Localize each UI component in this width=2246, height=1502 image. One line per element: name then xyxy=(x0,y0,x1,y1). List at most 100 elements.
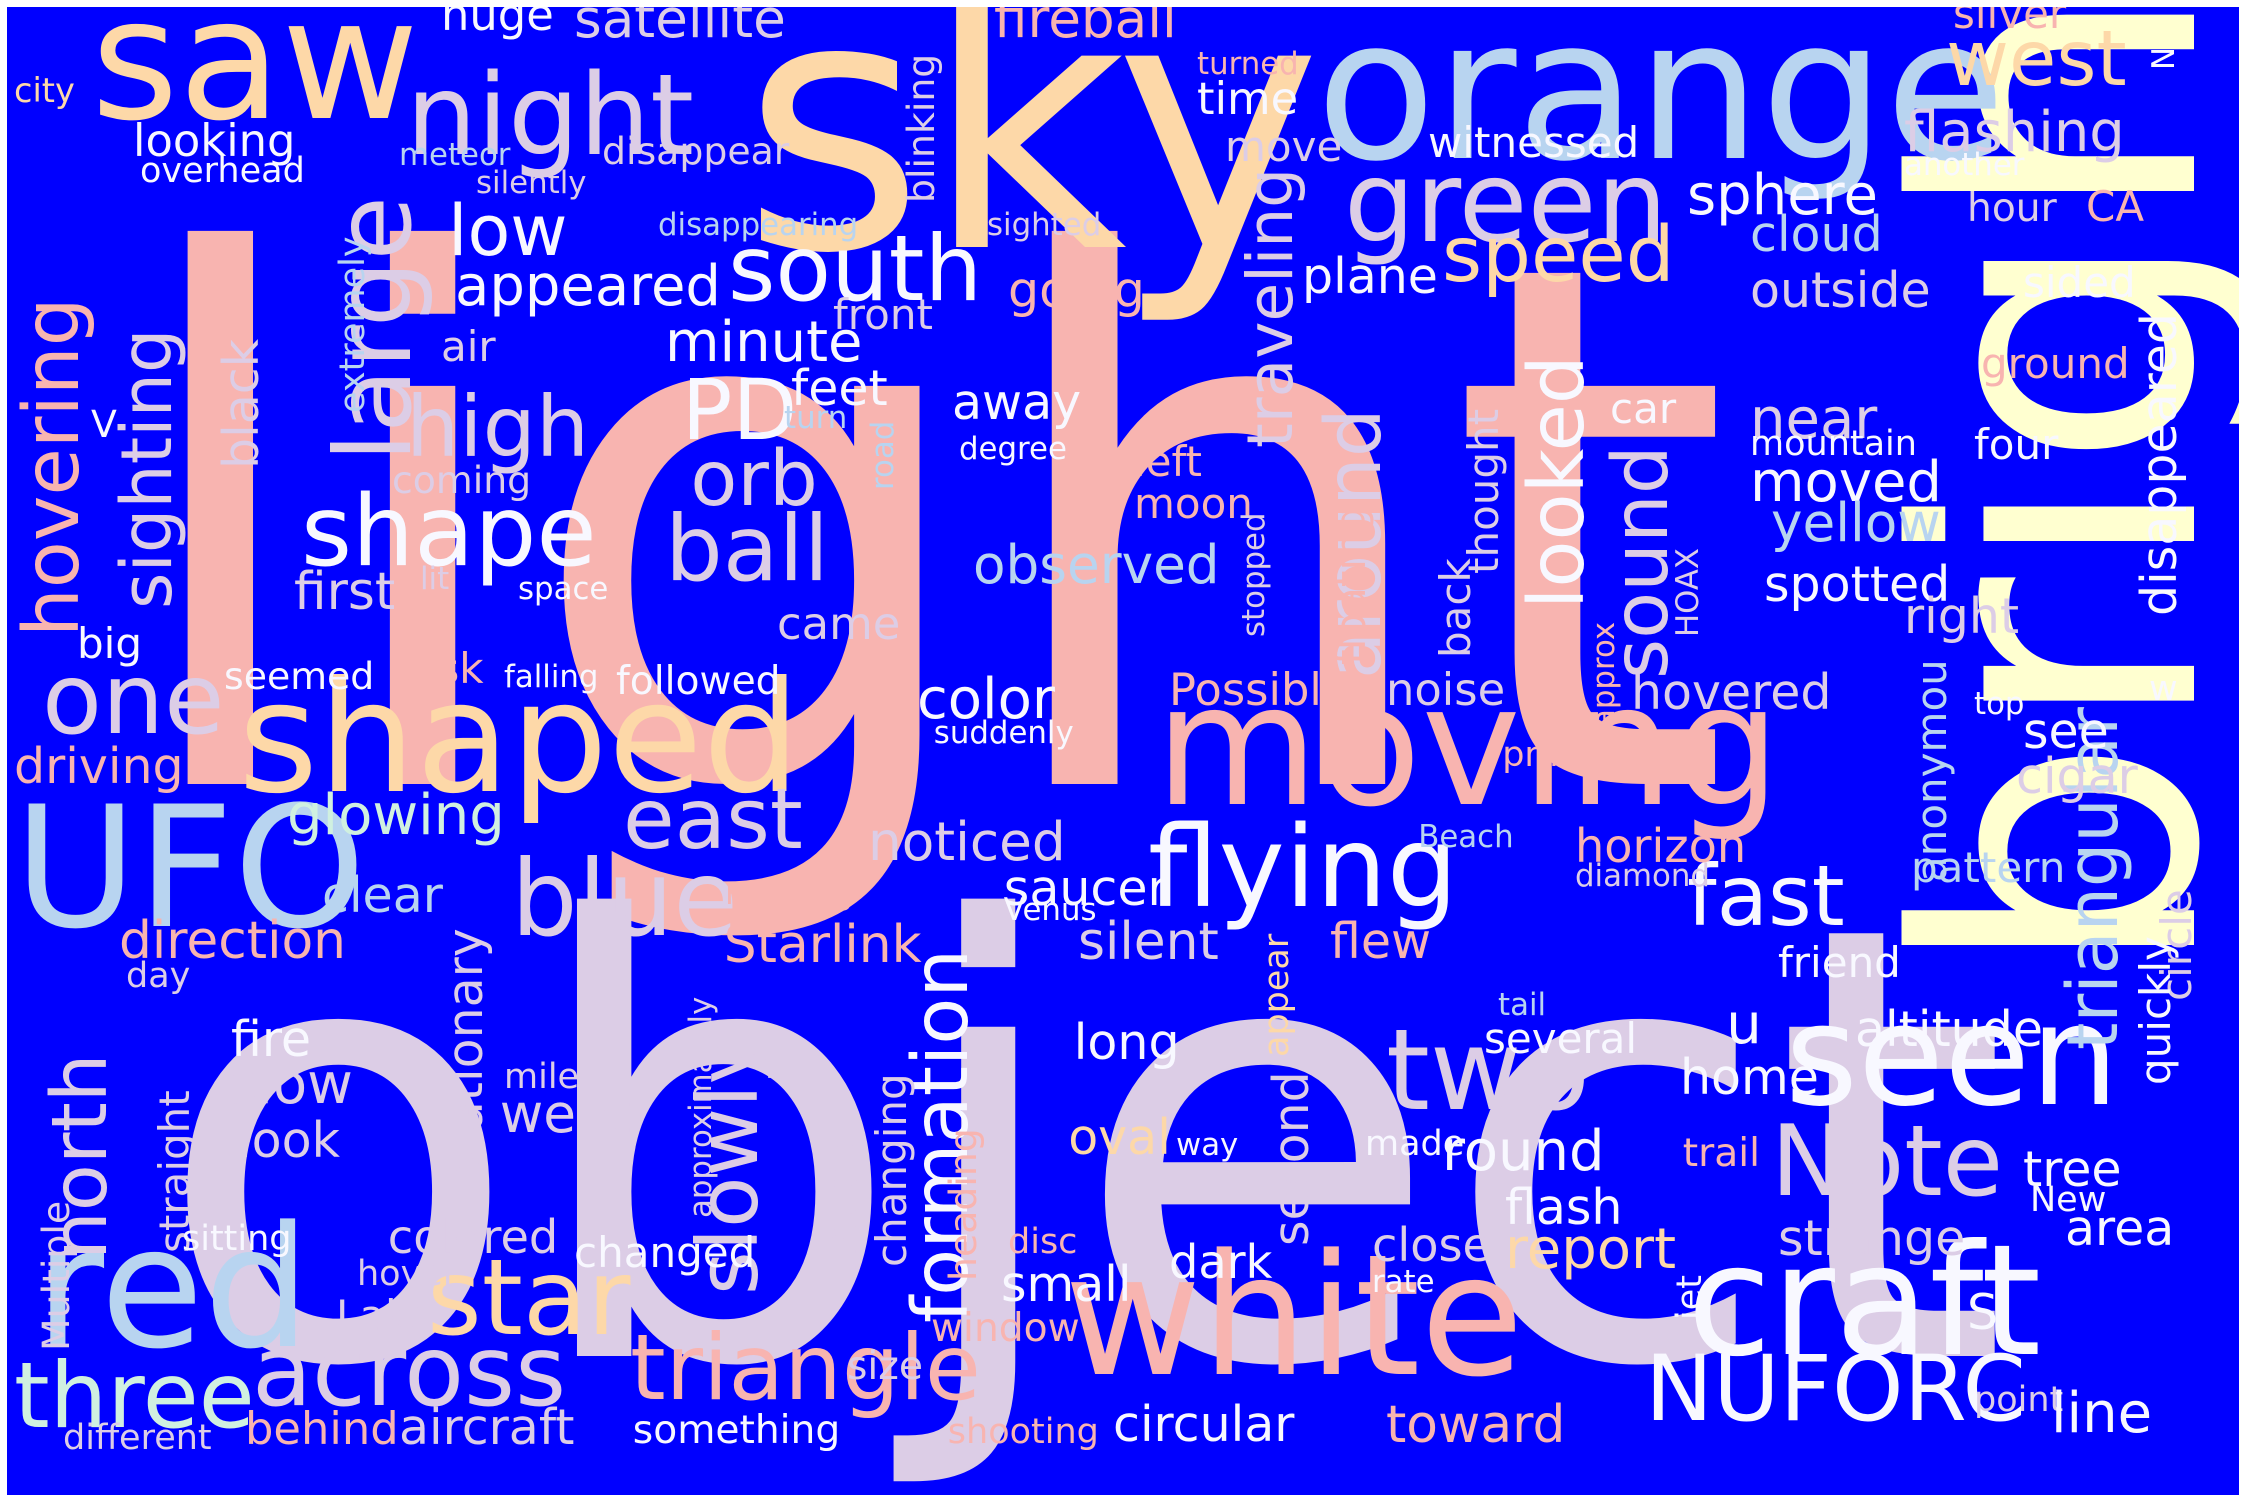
cloud-word: turned xyxy=(1197,46,1299,82)
cloud-word: jet xyxy=(1670,1275,1710,1321)
cloud-word: away xyxy=(952,374,1082,431)
cloud-word: move xyxy=(1225,122,1343,171)
cloud-word: heading xyxy=(941,1128,985,1281)
cloud-word: space xyxy=(518,571,609,607)
cloud-word: silently xyxy=(476,165,587,201)
cloud-word: looking xyxy=(133,114,296,167)
cloud-word: air xyxy=(441,322,496,372)
cloud-word: thought xyxy=(1459,408,1508,574)
cloud-word: observed xyxy=(973,534,1220,596)
cloud-word: noticed xyxy=(868,811,1066,874)
cloud-word: shooting xyxy=(947,1412,1099,1453)
cloud-word: glowing xyxy=(287,783,505,849)
cloud-word: oval xyxy=(1068,1109,1171,1166)
cloud-word: road xyxy=(865,420,901,490)
cloud-word: approx xyxy=(1586,621,1622,728)
cloud-word: strange xyxy=(1778,1209,1966,1267)
cloud-word: sighted xyxy=(987,207,1102,243)
cloud-word: sky xyxy=(742,7,1322,330)
cloud-word: clear xyxy=(322,866,443,924)
cloud-word: traveling xyxy=(1234,167,1307,448)
cloud-word: high xyxy=(406,378,590,476)
cloud-word: mountain xyxy=(1750,424,1917,464)
cloud-word: report xyxy=(1505,1217,1677,1283)
cloud-word: went xyxy=(499,1082,631,1145)
cloud-word: changed xyxy=(574,1228,756,1277)
cloud-word: friend xyxy=(1778,938,1901,988)
cloud-word: flashing xyxy=(1904,100,2125,165)
cloud-word: silver xyxy=(1953,7,2067,38)
cloud-word: pm xyxy=(1502,734,1559,775)
cloud-word: light xyxy=(119,108,1733,956)
cloud-word: several xyxy=(1484,1013,1638,1063)
cloud-word: extremely xyxy=(333,236,373,413)
cloud-word: behind xyxy=(245,1402,399,1455)
cloud-word: low xyxy=(448,190,568,272)
cloud-word: slow xyxy=(228,1052,353,1117)
cloud-word: Starlink xyxy=(723,914,922,975)
cloud-word: triangle xyxy=(630,1316,981,1421)
cloud-word: approximately xyxy=(683,996,719,1218)
cloud-word: Beach xyxy=(1418,818,1514,855)
cloud-word: green xyxy=(1344,138,1668,268)
cloud-word: aircraft xyxy=(399,1398,575,1456)
cloud-word: orange xyxy=(1316,7,2006,205)
cloud-word: direction xyxy=(119,910,346,971)
cloud-word: hover xyxy=(357,1254,458,1295)
cloud-word: Multiple xyxy=(33,1200,78,1351)
cloud-word: lit xyxy=(420,561,450,598)
cloud-word: witnessed xyxy=(1428,117,1640,167)
cloud-word: UFO xyxy=(14,770,366,966)
cloud-word: four xyxy=(1974,420,2059,470)
cloud-word: meteor xyxy=(399,137,511,173)
cloud-word: craft xyxy=(1687,1212,2042,1391)
cloud-word: disappear xyxy=(602,129,790,173)
cloud-word: HOAX xyxy=(1670,547,1706,637)
cloud-word: one xyxy=(42,643,225,757)
cloud-word: Possible xyxy=(1169,662,1350,716)
cloud-word: appeared xyxy=(455,254,721,319)
cloud-word: toward xyxy=(1386,1395,1566,1455)
cloud-word: flew xyxy=(1330,913,1432,970)
cloud-word: blue xyxy=(511,838,738,960)
cloud-word: color xyxy=(917,667,1055,732)
cloud-word: u xyxy=(1726,991,1762,1057)
cloud-word: came xyxy=(777,597,901,650)
cloud-word: cigar xyxy=(2016,747,2138,805)
cloud-word: home xyxy=(1680,1048,1819,1106)
cloud-word: time xyxy=(1197,72,1299,125)
cloud-word: appear xyxy=(1257,933,1297,1057)
cloud-word: house xyxy=(814,1138,867,1274)
cloud-word: sitting xyxy=(182,1219,292,1260)
cloud-word: star xyxy=(427,1237,631,1359)
cloud-word: shaped xyxy=(238,649,801,829)
cloud-word: fast xyxy=(1687,847,1845,945)
cloud-word: turn xyxy=(784,400,848,437)
cloud-word: rate xyxy=(1372,1264,1435,1300)
cloud-word: followed xyxy=(616,659,781,705)
cloud-word: sighting xyxy=(106,328,188,609)
cloud-word: flying xyxy=(1148,803,1459,933)
cloud-word: pattern xyxy=(1911,843,2066,892)
cloud-word: hovering xyxy=(8,297,97,637)
cloud-word: N xyxy=(2146,46,2182,70)
cloud-word: circular xyxy=(1113,1396,1295,1453)
cloud-word: disappeared xyxy=(2131,313,2188,616)
cloud-word: top xyxy=(1974,685,2025,722)
cloud-word: back xyxy=(1431,558,1480,658)
cloud-word: stationary xyxy=(437,928,494,1176)
cloud-word: small xyxy=(1001,1256,1132,1313)
cloud-word: city xyxy=(14,71,75,111)
cloud-word: Lake xyxy=(336,1291,434,1340)
cloud-word: sided xyxy=(2023,257,2136,307)
cloud-word: sphere xyxy=(1687,163,1878,228)
cloud-word: something xyxy=(632,1408,841,1454)
cloud-word: huge xyxy=(441,7,554,41)
cloud-word: falling xyxy=(504,659,599,696)
cloud-word: noise xyxy=(1386,662,1506,716)
cloud-word: satellite xyxy=(574,7,786,50)
cloud-word: hovered xyxy=(1631,663,1832,721)
cloud-word: close xyxy=(1372,1218,1491,1273)
cloud-word: morning xyxy=(725,876,854,913)
cloud-word: three xyxy=(14,1344,255,1449)
